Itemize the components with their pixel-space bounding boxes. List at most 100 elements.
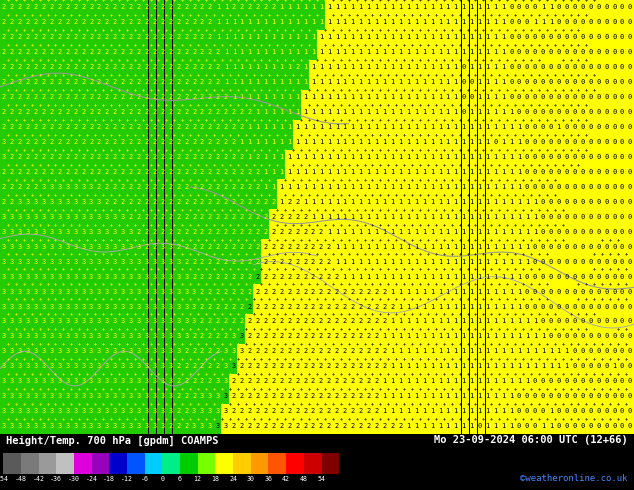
FancyBboxPatch shape — [317, 359, 325, 374]
Text: +: + — [387, 192, 391, 197]
FancyBboxPatch shape — [301, 0, 309, 15]
Text: +: + — [236, 371, 240, 376]
FancyBboxPatch shape — [317, 254, 325, 269]
FancyBboxPatch shape — [574, 374, 582, 389]
FancyBboxPatch shape — [44, 239, 52, 254]
Text: +: + — [451, 42, 454, 48]
Text: 1: 1 — [533, 229, 537, 235]
Text: +: + — [55, 192, 58, 197]
FancyBboxPatch shape — [100, 195, 108, 209]
Text: 1: 1 — [548, 423, 553, 429]
FancyBboxPatch shape — [0, 329, 4, 344]
FancyBboxPatch shape — [293, 329, 301, 344]
FancyBboxPatch shape — [197, 344, 205, 359]
FancyBboxPatch shape — [277, 45, 285, 60]
FancyBboxPatch shape — [501, 149, 510, 165]
Text: 3: 3 — [200, 423, 204, 429]
FancyBboxPatch shape — [60, 359, 68, 374]
Text: 1: 1 — [295, 4, 299, 10]
Text: 3: 3 — [168, 364, 172, 369]
Text: +: + — [205, 416, 208, 421]
FancyBboxPatch shape — [293, 120, 301, 135]
Text: 2: 2 — [65, 64, 70, 70]
Text: +: + — [78, 42, 81, 48]
Text: +: + — [474, 356, 477, 362]
FancyBboxPatch shape — [301, 418, 309, 434]
Text: 2: 2 — [351, 334, 355, 340]
Text: -12: -12 — [121, 476, 133, 483]
Text: 0: 0 — [557, 199, 561, 205]
Text: 1: 1 — [437, 289, 442, 294]
FancyBboxPatch shape — [44, 299, 52, 314]
Text: +: + — [221, 401, 224, 406]
Text: 1: 1 — [382, 4, 387, 10]
Text: +: + — [221, 282, 224, 287]
Text: +: + — [150, 0, 153, 2]
Text: 2: 2 — [216, 214, 220, 220]
FancyBboxPatch shape — [494, 284, 501, 299]
Text: 1: 1 — [351, 124, 355, 130]
Text: 1: 1 — [485, 303, 489, 310]
FancyBboxPatch shape — [333, 60, 341, 75]
Text: +: + — [261, 162, 264, 167]
FancyBboxPatch shape — [365, 179, 373, 195]
Text: 1: 1 — [358, 259, 363, 265]
FancyBboxPatch shape — [590, 165, 598, 179]
Text: 1: 1 — [469, 423, 474, 429]
Text: 2: 2 — [184, 79, 188, 85]
Text: 1: 1 — [453, 4, 458, 10]
Text: 1: 1 — [430, 20, 434, 25]
Text: 2: 2 — [216, 289, 220, 294]
FancyBboxPatch shape — [36, 179, 44, 195]
FancyBboxPatch shape — [486, 15, 493, 30]
FancyBboxPatch shape — [44, 224, 52, 239]
FancyBboxPatch shape — [261, 179, 269, 195]
Text: +: + — [585, 87, 588, 92]
FancyBboxPatch shape — [181, 344, 188, 359]
Text: +: + — [229, 207, 232, 212]
Text: +: + — [150, 207, 153, 212]
Text: +: + — [451, 192, 454, 197]
Text: 2: 2 — [216, 154, 220, 160]
Text: 2: 2 — [65, 79, 70, 85]
Text: +: + — [46, 252, 49, 257]
Text: 2: 2 — [216, 184, 220, 190]
FancyBboxPatch shape — [181, 254, 188, 269]
FancyBboxPatch shape — [389, 404, 398, 418]
Text: 2: 2 — [176, 124, 181, 130]
Text: +: + — [30, 416, 34, 421]
Text: 3: 3 — [2, 229, 6, 235]
FancyBboxPatch shape — [20, 75, 28, 90]
Text: +: + — [189, 356, 192, 362]
Text: 0: 0 — [580, 4, 585, 10]
Text: +: + — [165, 72, 169, 77]
FancyBboxPatch shape — [486, 269, 493, 284]
Text: +: + — [514, 371, 517, 376]
Text: +: + — [150, 87, 153, 92]
Text: 2: 2 — [113, 79, 117, 85]
FancyBboxPatch shape — [197, 179, 205, 195]
Text: 2: 2 — [240, 408, 244, 414]
Text: +: + — [372, 371, 375, 376]
Text: +: + — [157, 42, 160, 48]
FancyBboxPatch shape — [68, 135, 76, 149]
Text: 0: 0 — [580, 79, 585, 85]
FancyBboxPatch shape — [229, 314, 236, 329]
FancyBboxPatch shape — [293, 254, 301, 269]
FancyBboxPatch shape — [229, 284, 236, 299]
Text: +: + — [189, 42, 192, 48]
Text: +: + — [514, 296, 517, 301]
Text: 1: 1 — [437, 318, 442, 324]
Text: 1: 1 — [358, 139, 363, 145]
Text: 0: 0 — [533, 378, 537, 384]
Text: +: + — [411, 0, 414, 2]
Text: +: + — [165, 416, 169, 421]
FancyBboxPatch shape — [453, 149, 462, 165]
Text: 0: 0 — [580, 259, 585, 265]
Text: 1: 1 — [342, 4, 347, 10]
Text: 0: 0 — [620, 259, 624, 265]
Text: 0: 0 — [580, 348, 585, 354]
FancyBboxPatch shape — [494, 149, 501, 165]
FancyBboxPatch shape — [4, 254, 12, 269]
Text: 1: 1 — [493, 289, 498, 294]
